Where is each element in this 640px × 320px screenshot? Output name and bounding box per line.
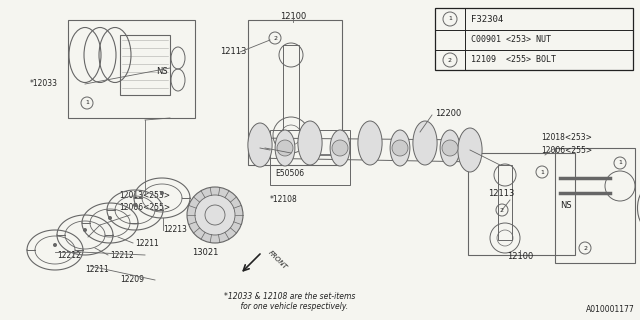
Circle shape [277,140,293,156]
Text: 12100: 12100 [507,252,533,261]
Ellipse shape [390,130,410,166]
Ellipse shape [440,130,460,166]
Text: 2: 2 [583,245,587,251]
Text: 1: 1 [540,170,544,174]
Circle shape [108,216,112,220]
Text: 12018<253>: 12018<253> [541,133,592,142]
Circle shape [392,140,408,156]
Text: 12213: 12213 [163,226,187,235]
Text: 1: 1 [448,17,452,21]
Bar [120,35,170,95]
Text: *12033: *12033 [30,79,58,89]
Text: F32304: F32304 [471,14,503,23]
Bar [270,130,350,185]
Bar [498,165,512,240]
Text: NS: NS [156,68,168,76]
Text: 12013<253>: 12013<253> [120,190,170,199]
Text: *12108: *12108 [270,195,298,204]
Text: 12100: 12100 [280,12,306,21]
Bar [468,153,575,255]
Bar [283,45,299,130]
Text: 1: 1 [85,100,89,106]
Bar [555,148,635,263]
Text: 2: 2 [448,58,452,62]
Bar [435,8,633,70]
Text: 13021: 13021 [192,248,218,257]
Text: FRONT: FRONT [267,249,288,271]
Text: 12006<255>: 12006<255> [541,146,592,155]
Text: 12200: 12200 [435,108,461,117]
Ellipse shape [275,130,295,166]
Text: 12113: 12113 [488,188,515,197]
Text: 2: 2 [500,207,504,212]
Ellipse shape [458,128,482,172]
Circle shape [332,140,348,156]
Circle shape [133,203,137,207]
Circle shape [195,195,235,235]
Text: 12109  <255> BOLT: 12109 <255> BOLT [471,55,556,65]
Text: C00901 <253> NUT: C00901 <253> NUT [471,36,551,44]
Text: 12209: 12209 [120,276,144,284]
Text: 12211: 12211 [135,238,159,247]
Bar [68,20,195,118]
Ellipse shape [298,121,322,165]
Text: 12113: 12113 [220,47,246,57]
Text: NS: NS [560,202,572,211]
Circle shape [187,187,243,243]
Circle shape [160,191,164,195]
Text: A010001177: A010001177 [586,305,635,314]
Circle shape [53,243,57,247]
Text: 12211: 12211 [85,266,109,275]
Bar [248,20,342,165]
Circle shape [442,140,458,156]
Text: 1: 1 [618,161,622,165]
Ellipse shape [358,121,382,165]
Text: 12006<255>: 12006<255> [120,203,171,212]
Text: E50506: E50506 [275,169,304,178]
Text: 12212: 12212 [57,251,81,260]
Text: *12033 & 12108 are the set-items
    for one vehicle respectively.: *12033 & 12108 are the set-items for one… [224,292,356,311]
Text: 12212: 12212 [110,251,134,260]
Ellipse shape [330,130,350,166]
Circle shape [83,228,87,232]
Ellipse shape [248,123,272,167]
Text: 2: 2 [273,36,277,41]
Ellipse shape [413,121,437,165]
